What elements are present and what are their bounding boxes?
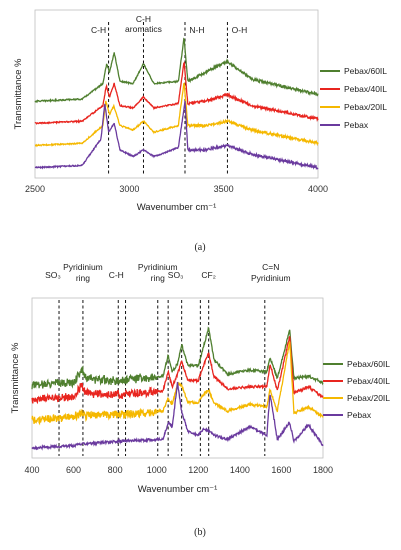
annotation-label: N-H (189, 25, 204, 35)
x-tick-label: 4000 (308, 184, 328, 194)
legend-label: Pebax/60IL (344, 66, 387, 76)
x-tick-label: 3000 (119, 184, 139, 194)
annotation-label: ring (151, 273, 165, 283)
panel-label: (b) (194, 527, 206, 538)
x-tick-label: 1000 (147, 465, 167, 475)
legend-label: Pebax (344, 120, 369, 130)
annotation-label: Pyridinium (138, 262, 178, 272)
annotation-label: C-H (91, 25, 106, 35)
series-line (34, 37, 319, 104)
legend-label: Pebax/40IL (347, 376, 390, 386)
annotation-label: aromatics (125, 24, 162, 34)
annotation-label: CF₂ (201, 270, 216, 280)
legend-label: Pebax/40IL (344, 84, 387, 94)
series-line (34, 100, 319, 170)
annotation-label: Pyridinium (251, 273, 291, 283)
annotation-label: SO₃ (168, 270, 184, 280)
plot-area (34, 9, 319, 179)
y-axis-label: Transmittance % (10, 342, 21, 413)
x-axis-label: Wavenumber cm⁻¹ (137, 202, 217, 213)
x-tick-label: 600 (66, 465, 81, 475)
legend-label: Pebax/20IL (344, 102, 387, 112)
series-line (31, 326, 324, 390)
series-line (31, 381, 324, 451)
series-line (34, 61, 319, 125)
x-tick-label: 400 (24, 465, 39, 475)
annotation-label: O-H (232, 25, 248, 35)
x-tick-label: 3500 (214, 184, 234, 194)
x-tick-label: 1400 (230, 465, 250, 475)
annotation-label: C-H (136, 14, 151, 24)
x-tick-label: 800 (108, 465, 123, 475)
series-line (34, 82, 319, 148)
x-axis-label: Wavenumber cm⁻¹ (138, 484, 218, 495)
legend-label: Pebax/20IL (347, 393, 390, 403)
x-tick-label: 1800 (313, 465, 333, 475)
annotation-label: ring (76, 273, 90, 283)
annotation-label: SO₃ (45, 270, 61, 280)
plot-area (31, 297, 324, 459)
annotation-label: Pyridinium (63, 262, 103, 272)
panel-label: (a) (194, 242, 205, 253)
x-tick-label: 1600 (271, 465, 291, 475)
legend-label: Pebax (347, 410, 372, 420)
x-tick-label: 2500 (25, 184, 45, 194)
annotation-label: C=N (262, 262, 279, 272)
series-line (31, 336, 324, 405)
y-axis-label: Transmittance % (13, 58, 24, 129)
annotation-label: C-H (109, 270, 124, 280)
legend-label: Pebax/60IL (347, 359, 390, 369)
x-tick-label: 1200 (188, 465, 208, 475)
